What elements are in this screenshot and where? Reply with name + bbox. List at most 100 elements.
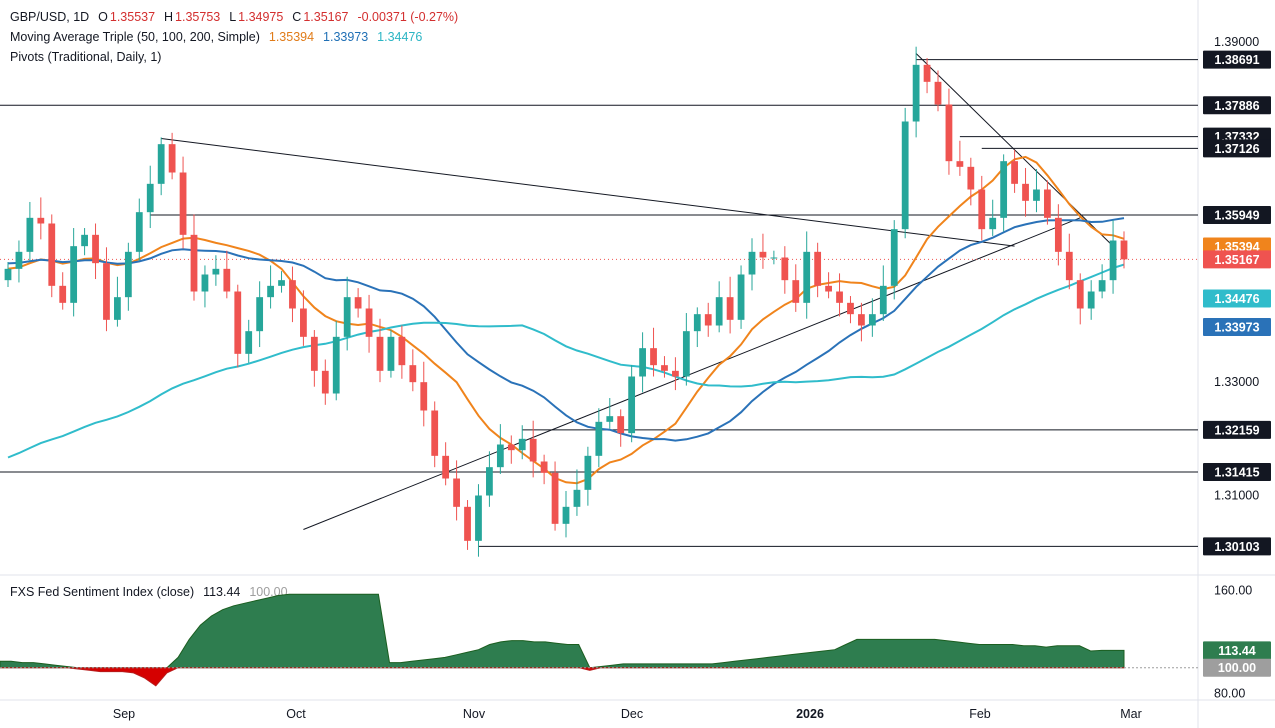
price-label-box <box>1203 96 1271 115</box>
candle <box>409 349 417 392</box>
candle-body <box>737 274 745 320</box>
ma100-line <box>7 217 1125 442</box>
candle <box>398 325 406 379</box>
candle <box>1109 220 1117 294</box>
ma-legend: Moving Average Triple (50, 100, 200, Sim… <box>10 30 424 44</box>
candle-body <box>1087 291 1095 309</box>
price-label-level: 1.30103 <box>1203 537 1271 556</box>
ma50-line <box>7 155 1125 485</box>
candle-body <box>1054 217 1062 252</box>
candle-body <box>650 348 657 366</box>
candle-body <box>606 416 614 422</box>
candle-body <box>387 336 395 371</box>
candle-body <box>879 285 887 315</box>
candle-body <box>464 506 471 541</box>
candle <box>682 313 690 386</box>
candle-body <box>256 297 264 332</box>
low-value: 1.34975 <box>238 10 284 24</box>
price-tick-label: 1.31000 <box>1214 489 1259 503</box>
candle <box>967 157 975 206</box>
candle-body <box>858 314 865 326</box>
symbol-label: GBP/USD, 1D <box>10 10 90 24</box>
candle-body <box>704 314 712 326</box>
ma50-value: 1.35394 <box>268 30 315 44</box>
candle <box>343 276 351 351</box>
candle <box>726 276 734 334</box>
candle-body <box>103 263 110 320</box>
pivot-lines <box>0 59 1198 547</box>
candle-body <box>1065 251 1073 281</box>
candle <box>912 46 920 138</box>
candle-body <box>967 166 975 190</box>
candle <box>945 88 953 175</box>
candle-body <box>114 297 121 320</box>
candle-body <box>59 285 67 303</box>
candle <box>103 247 110 332</box>
candle-body <box>431 410 439 456</box>
candle-body <box>310 336 318 371</box>
candle-body <box>836 291 843 303</box>
candle <box>475 484 482 557</box>
candle <box>179 156 187 249</box>
candle-body <box>1076 280 1084 309</box>
price-label-box <box>1203 462 1271 481</box>
candle <box>70 228 78 317</box>
candle-body <box>212 268 220 275</box>
sentiment-tick-label: 80.00 <box>1214 687 1245 701</box>
price-label-box <box>1203 250 1271 269</box>
candle <box>1033 169 1040 213</box>
candle <box>1087 280 1095 320</box>
price-label-level: 1.38691 <box>1203 50 1271 69</box>
price-tick-label: 1.33000 <box>1214 375 1259 389</box>
candle <box>693 307 701 348</box>
indicator-value: 113.44 <box>203 585 241 599</box>
candle-body <box>759 251 767 258</box>
candle-body <box>70 246 78 303</box>
candle <box>245 319 253 363</box>
candle <box>836 273 843 317</box>
candle <box>387 330 395 378</box>
pivots-legend-label: Pivots (Traditional, Daily, 1) <box>10 50 162 64</box>
candle <box>879 265 887 321</box>
time-tick-label: 2026 <box>796 707 824 721</box>
candle-body <box>1033 189 1040 201</box>
candle <box>212 255 220 286</box>
candle-body <box>978 189 986 230</box>
candle-body <box>781 257 789 281</box>
candle-body <box>343 297 351 337</box>
candle-body <box>420 382 428 411</box>
candle <box>223 250 231 299</box>
candle <box>354 288 362 318</box>
candle-body <box>168 144 176 173</box>
candle <box>595 408 603 468</box>
candle <box>376 318 384 383</box>
price-label-text: 1.35167 <box>1214 253 1259 267</box>
candle-body <box>354 297 362 309</box>
candle <box>135 198 143 261</box>
candle <box>464 500 471 550</box>
candle <box>1065 233 1073 290</box>
candle <box>81 228 88 256</box>
candle-body <box>945 104 953 162</box>
price-label-text: 1.38691 <box>1214 53 1259 67</box>
price-label-box <box>1203 420 1271 439</box>
candle-body <box>332 336 340 394</box>
candle <box>825 272 832 299</box>
candle-body <box>278 280 285 286</box>
close-label: C <box>292 10 302 24</box>
candle <box>267 265 274 309</box>
candle-body <box>868 314 876 326</box>
sentiment-label-text: 100.00 <box>1218 661 1256 675</box>
candle <box>124 242 132 311</box>
sentiment-area <box>0 593 1198 687</box>
time-tick-label: Nov <box>463 707 486 721</box>
candle <box>278 271 285 293</box>
candle-body <box>179 172 187 235</box>
candle <box>737 265 745 329</box>
ma-legend-label: Moving Average Triple (50, 100, 200, Sim… <box>10 30 260 44</box>
price-label-level: 1.35949 <box>1203 206 1271 225</box>
candle-body <box>803 251 811 303</box>
candle-body <box>245 331 253 354</box>
candle-body <box>1011 161 1018 184</box>
